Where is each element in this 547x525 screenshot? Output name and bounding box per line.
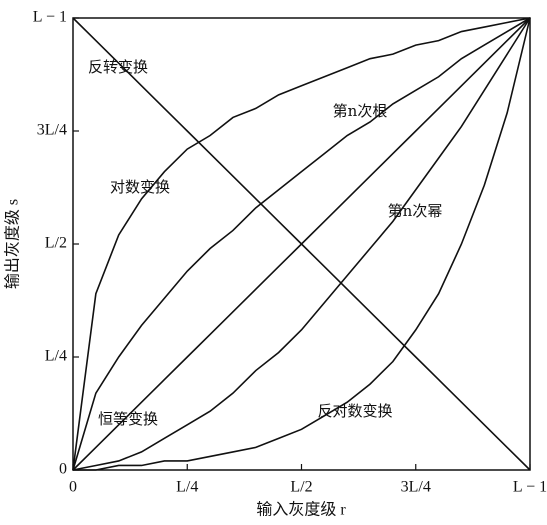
- x-tick-label: L/4: [176, 479, 198, 496]
- curve: [72, 17, 531, 471]
- y-tick-label: L/4: [45, 348, 67, 365]
- curve-label: 恒等变换: [98, 410, 158, 428]
- y-tick-label: 0: [59, 461, 67, 478]
- x-tick-label: L − 1: [513, 479, 547, 496]
- y-tick-label: 3L/4: [37, 122, 67, 139]
- curve-label: 对数变换: [110, 178, 170, 196]
- x-axis-label: 输入灰度级 r: [256, 501, 346, 519]
- y-tick-label: L − 1: [33, 9, 67, 26]
- curve: [72, 17, 531, 471]
- x-tick-label: L/2: [290, 479, 312, 496]
- curve-label: 第n次根: [333, 102, 388, 120]
- curve: [72, 17, 531, 471]
- x-tick-label: 0: [69, 479, 77, 496]
- y-tick-label: L/2: [45, 235, 67, 252]
- curve: [73, 17, 531, 471]
- y-axis-label: 输出灰度级 s: [4, 199, 22, 289]
- curve: [72, 17, 531, 471]
- curve-label: 反转变换: [88, 58, 148, 76]
- x-tick-label: 3L/4: [401, 479, 431, 496]
- curve-label: 第n次幂: [388, 202, 443, 220]
- curve-label: 反对数变换: [317, 402, 392, 420]
